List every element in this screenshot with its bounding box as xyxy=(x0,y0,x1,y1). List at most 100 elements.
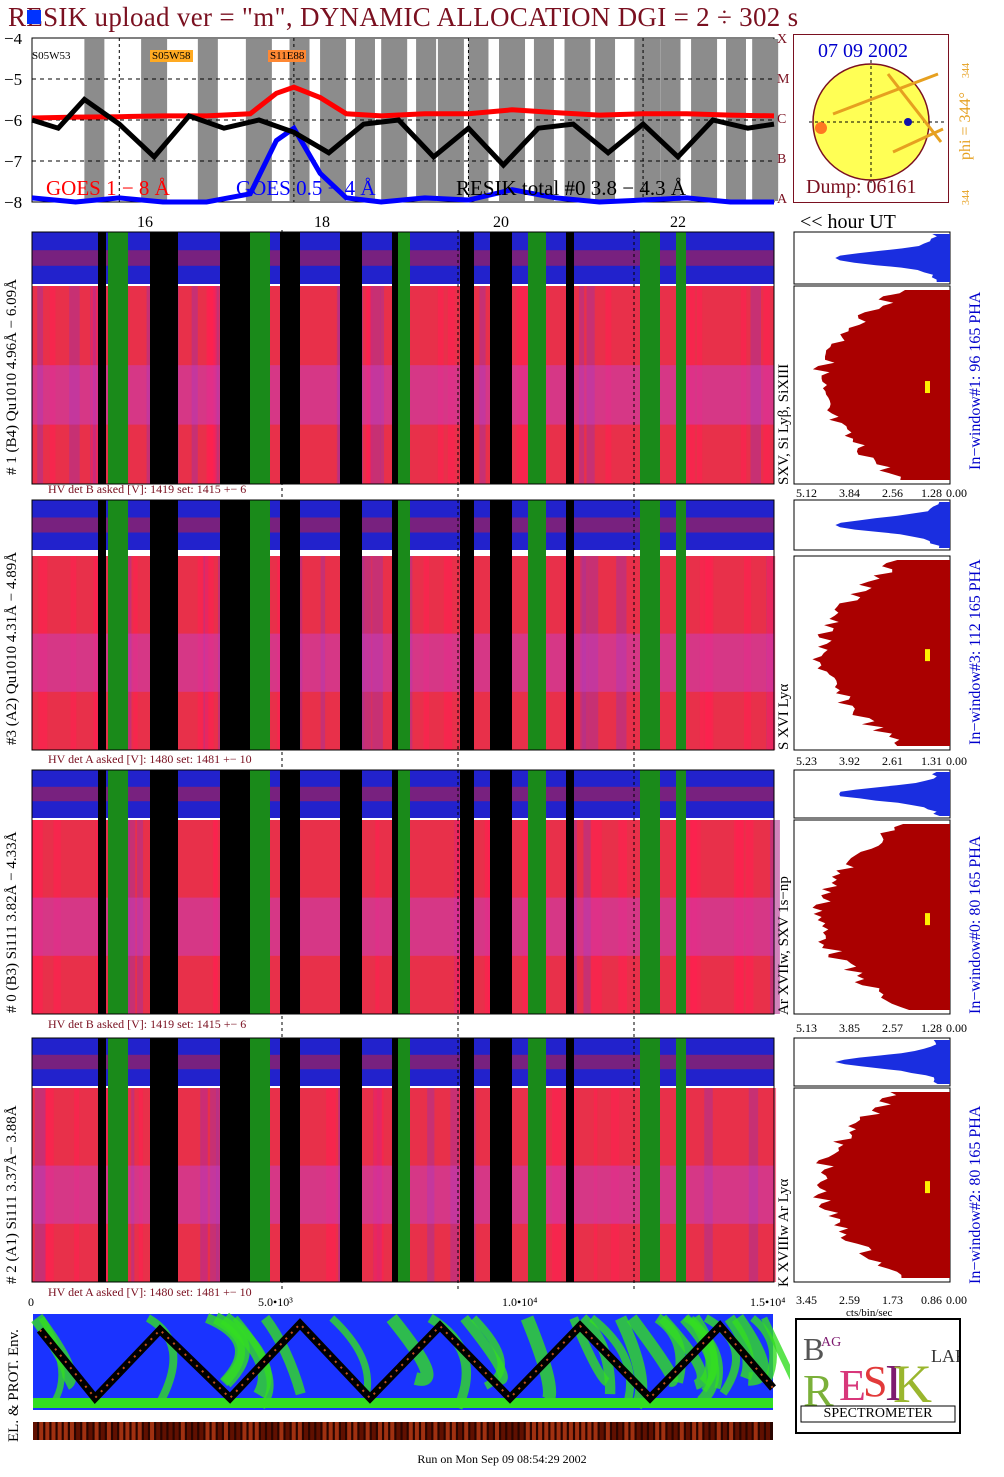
env-strip-cell xyxy=(501,1422,506,1440)
spectrum-stripe xyxy=(34,1088,46,1282)
env-strip-cell xyxy=(685,1422,690,1440)
env-electron-flux xyxy=(589,1314,635,1402)
env-strip-cell xyxy=(217,1422,222,1440)
panel-3-left-label: # 0 (B3) Si111 3.82Å − 4.33Å xyxy=(4,831,20,1013)
env-strip-cell xyxy=(248,1422,253,1440)
spectrum-gap xyxy=(280,232,300,484)
histogram-units: cts/bin/sec xyxy=(846,1307,893,1319)
spectrum-green-column xyxy=(640,770,660,1014)
spectrum-gap xyxy=(340,500,362,750)
spectrum-stripe xyxy=(697,286,703,484)
env-strip-cell xyxy=(451,1422,456,1440)
env-strip-cell xyxy=(667,1422,672,1440)
logo-subtitle: SPECTROMETER xyxy=(823,1406,933,1421)
spectrum-stripe xyxy=(766,556,776,750)
spectrum-stripe xyxy=(521,286,532,484)
resik-logo-graphic: B AG R E S I K LAR xyxy=(800,1331,959,1423)
env-strip-cell xyxy=(63,1422,68,1440)
env-strip-cell xyxy=(741,1422,746,1440)
spectrum-gap xyxy=(98,500,106,750)
env-strip-cell xyxy=(408,1422,413,1440)
env-strip-cell xyxy=(137,1422,142,1440)
tick: 1.31 xyxy=(921,754,942,768)
spectrum-stripe xyxy=(375,820,380,1014)
spectrum-stripe xyxy=(618,820,627,1014)
spectrum-marker xyxy=(925,913,930,926)
env-strip-cell xyxy=(495,1422,499,1440)
env-strip-cell xyxy=(612,1422,617,1440)
env-strip-cell xyxy=(88,1422,93,1440)
panel-3-hv-note: HV det B asked [V]: 1419 set: 1415 +− 6 xyxy=(48,1017,247,1031)
env-strip-cell xyxy=(581,1422,586,1440)
env-strip-cell xyxy=(254,1422,259,1440)
env-strip-cell xyxy=(729,1422,734,1440)
spectrum-gap xyxy=(392,232,398,484)
env-strip-cell xyxy=(39,1422,44,1440)
goes-gridlines xyxy=(32,38,774,202)
spectra-panels xyxy=(31,230,780,1290)
environment-panel xyxy=(31,1312,790,1440)
env-baseline xyxy=(33,1398,773,1408)
goes-series-1 xyxy=(31,124,774,205)
env-strip-cell xyxy=(236,1422,241,1440)
panel-2-left-label: #3 (A2) Qu1010 4.31Å − 4.89Å xyxy=(4,551,20,745)
env-strip-cell xyxy=(488,1422,493,1440)
eclipse-band xyxy=(752,39,779,201)
panel-4-left-label: # 2 (A1) Si111 3.37Å− 3.88Å xyxy=(4,1105,20,1284)
spectrum-stripe xyxy=(126,820,136,1014)
spectrum-stripe xyxy=(437,286,444,484)
spectrum-stripe xyxy=(450,1088,459,1282)
spectrum-stripe xyxy=(582,556,589,750)
logo-letter-e: E xyxy=(839,1361,866,1410)
env-strip xyxy=(33,1422,773,1440)
env-strip-cell xyxy=(365,1422,370,1440)
spectrum-stripe xyxy=(70,556,77,750)
env-strip-cell xyxy=(273,1422,278,1440)
env-electron-flux xyxy=(520,1315,557,1403)
spectrum-gap xyxy=(392,770,398,1014)
sun-region-marker xyxy=(815,122,827,134)
sun-phi-top: 344 xyxy=(961,63,972,78)
env-strip-cell xyxy=(655,1422,660,1440)
spectrum-stripe xyxy=(200,1088,208,1282)
spectrum-green-column xyxy=(108,1038,128,1282)
env-strip-cell xyxy=(599,1422,604,1440)
env-xtick-3: 1.5•10⁴ xyxy=(750,1295,786,1309)
env-strip-cell xyxy=(316,1422,321,1440)
logo-letter-solar: LAR xyxy=(931,1346,959,1366)
spectrum-stripe xyxy=(699,556,704,750)
spectrum-stripe xyxy=(688,286,695,484)
sun-phi-label: phi = 344° xyxy=(957,92,974,160)
goes-y-tick-label: −7 xyxy=(4,152,23,171)
spectrum-stripe xyxy=(736,820,744,1014)
spectrum-stripe xyxy=(372,556,383,750)
spectrum-stripe xyxy=(610,1088,620,1282)
spectrum-green-column xyxy=(395,500,410,750)
pha-histogram xyxy=(835,502,950,548)
tick: 0.00 xyxy=(946,1021,967,1035)
spectrum-green-column xyxy=(108,770,128,1014)
spectrum-gap xyxy=(490,500,512,750)
tick: 0.00 xyxy=(946,1293,967,1307)
spectrum-stripe xyxy=(691,820,697,1014)
goes-y-tick-label: −6 xyxy=(4,111,22,130)
logo-letter-b: B xyxy=(803,1331,824,1367)
env-strip-cell xyxy=(304,1422,309,1440)
spectrum-gap xyxy=(460,232,474,484)
env-strip-cell xyxy=(704,1422,709,1440)
sun-position-panel xyxy=(793,34,949,203)
region-label-3: S11E88 xyxy=(268,50,307,62)
env-strip-cell xyxy=(605,1422,610,1440)
spectrum-gap xyxy=(220,232,250,484)
spectrum-gap xyxy=(98,232,106,484)
spectrum-stripe xyxy=(516,286,521,484)
spectrum-stripe xyxy=(579,286,585,484)
spectrum-green-column xyxy=(250,232,270,484)
env-strip-cell xyxy=(722,1422,727,1440)
env-strip-cell xyxy=(439,1422,444,1440)
spectrum-stripe xyxy=(583,820,591,1014)
spectrum-stripe xyxy=(370,286,381,484)
env-xtick-1: 5.0•10³ xyxy=(258,1295,293,1309)
spectrum-stripe xyxy=(92,286,96,484)
spectrum-green-column xyxy=(528,232,546,484)
